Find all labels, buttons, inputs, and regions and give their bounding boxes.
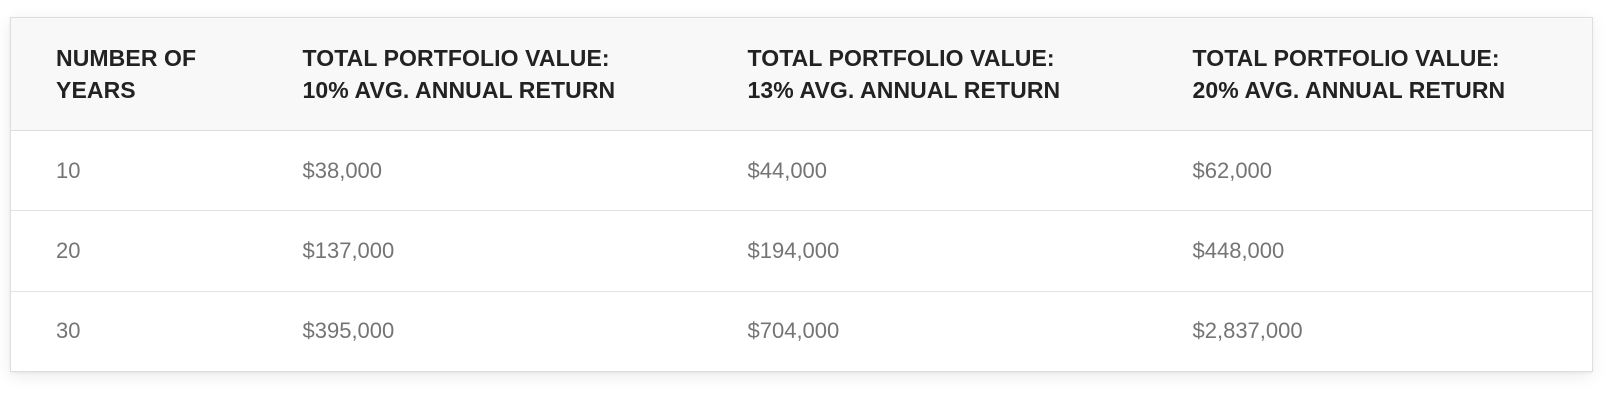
table-header: NUMBER OF YEARS TOTAL PORTFOLIO VALUE: 1…	[10, 17, 1593, 131]
cell-13pct-value: $704,000	[747, 318, 840, 344]
header-cell-20pct: TOTAL PORTFOLIO VALUE: 20% AVG. ANNUAL R…	[1147, 17, 1593, 131]
header-cell-years: NUMBER OF YEARS	[10, 17, 258, 131]
header-line: 20% AVG. ANNUAL RETURN	[1192, 77, 1506, 103]
header-row: NUMBER OF YEARS TOTAL PORTFOLIO VALUE: 1…	[10, 17, 1593, 131]
header-line: YEARS	[56, 77, 136, 103]
cell-10pct-value: $395,000	[302, 318, 395, 344]
header-line: TOTAL PORTFOLIO VALUE:	[302, 45, 610, 71]
cell-years: 10	[56, 157, 81, 183]
cell-10pct-value: $137,000	[302, 237, 395, 263]
header-line: TOTAL PORTFOLIO VALUE:	[747, 45, 1055, 71]
table-body: 10 $38,000 $44,000 $62,000 20 $137,000 $…	[10, 131, 1593, 372]
header-cell-10pct: TOTAL PORTFOLIO VALUE: 10% AVG. ANNUAL R…	[257, 17, 703, 131]
cell-20pct-value: $62,000	[1192, 157, 1273, 183]
cell-20pct-value: $448,000	[1192, 237, 1285, 263]
header-line: NUMBER OF	[56, 45, 197, 71]
cell-years: 20	[56, 237, 81, 263]
cell-13pct-value: $194,000	[747, 237, 840, 263]
cell-years: 30	[56, 318, 81, 344]
header-line: TOTAL PORTFOLIO VALUE:	[1192, 45, 1500, 71]
table-row: 30 $395,000 $704,000 $2,837,000	[11, 291, 1593, 371]
header-line: 13% AVG. ANNUAL RETURN	[747, 77, 1061, 103]
header-line: 10% AVG. ANNUAL RETURN	[302, 77, 616, 103]
portfolio-value-table: NUMBER OF YEARS TOTAL PORTFOLIO VALUE: 1…	[10, 17, 1593, 372]
portfolio-table-container: NUMBER OF YEARS TOTAL PORTFOLIO VALUE: 1…	[10, 17, 1593, 372]
cell-20pct-value: $2,837,000	[1192, 318, 1303, 344]
table-row: 10 $38,000 $44,000 $62,000	[10, 131, 1593, 211]
cell-13pct-value: $44,000	[747, 157, 828, 183]
table-row: 20 $137,000 $194,000 $448,000	[10, 211, 1593, 292]
cell-10pct-value: $38,000	[302, 157, 383, 183]
header-cell-13pct: TOTAL PORTFOLIO VALUE: 13% AVG. ANNUAL R…	[702, 17, 1148, 131]
